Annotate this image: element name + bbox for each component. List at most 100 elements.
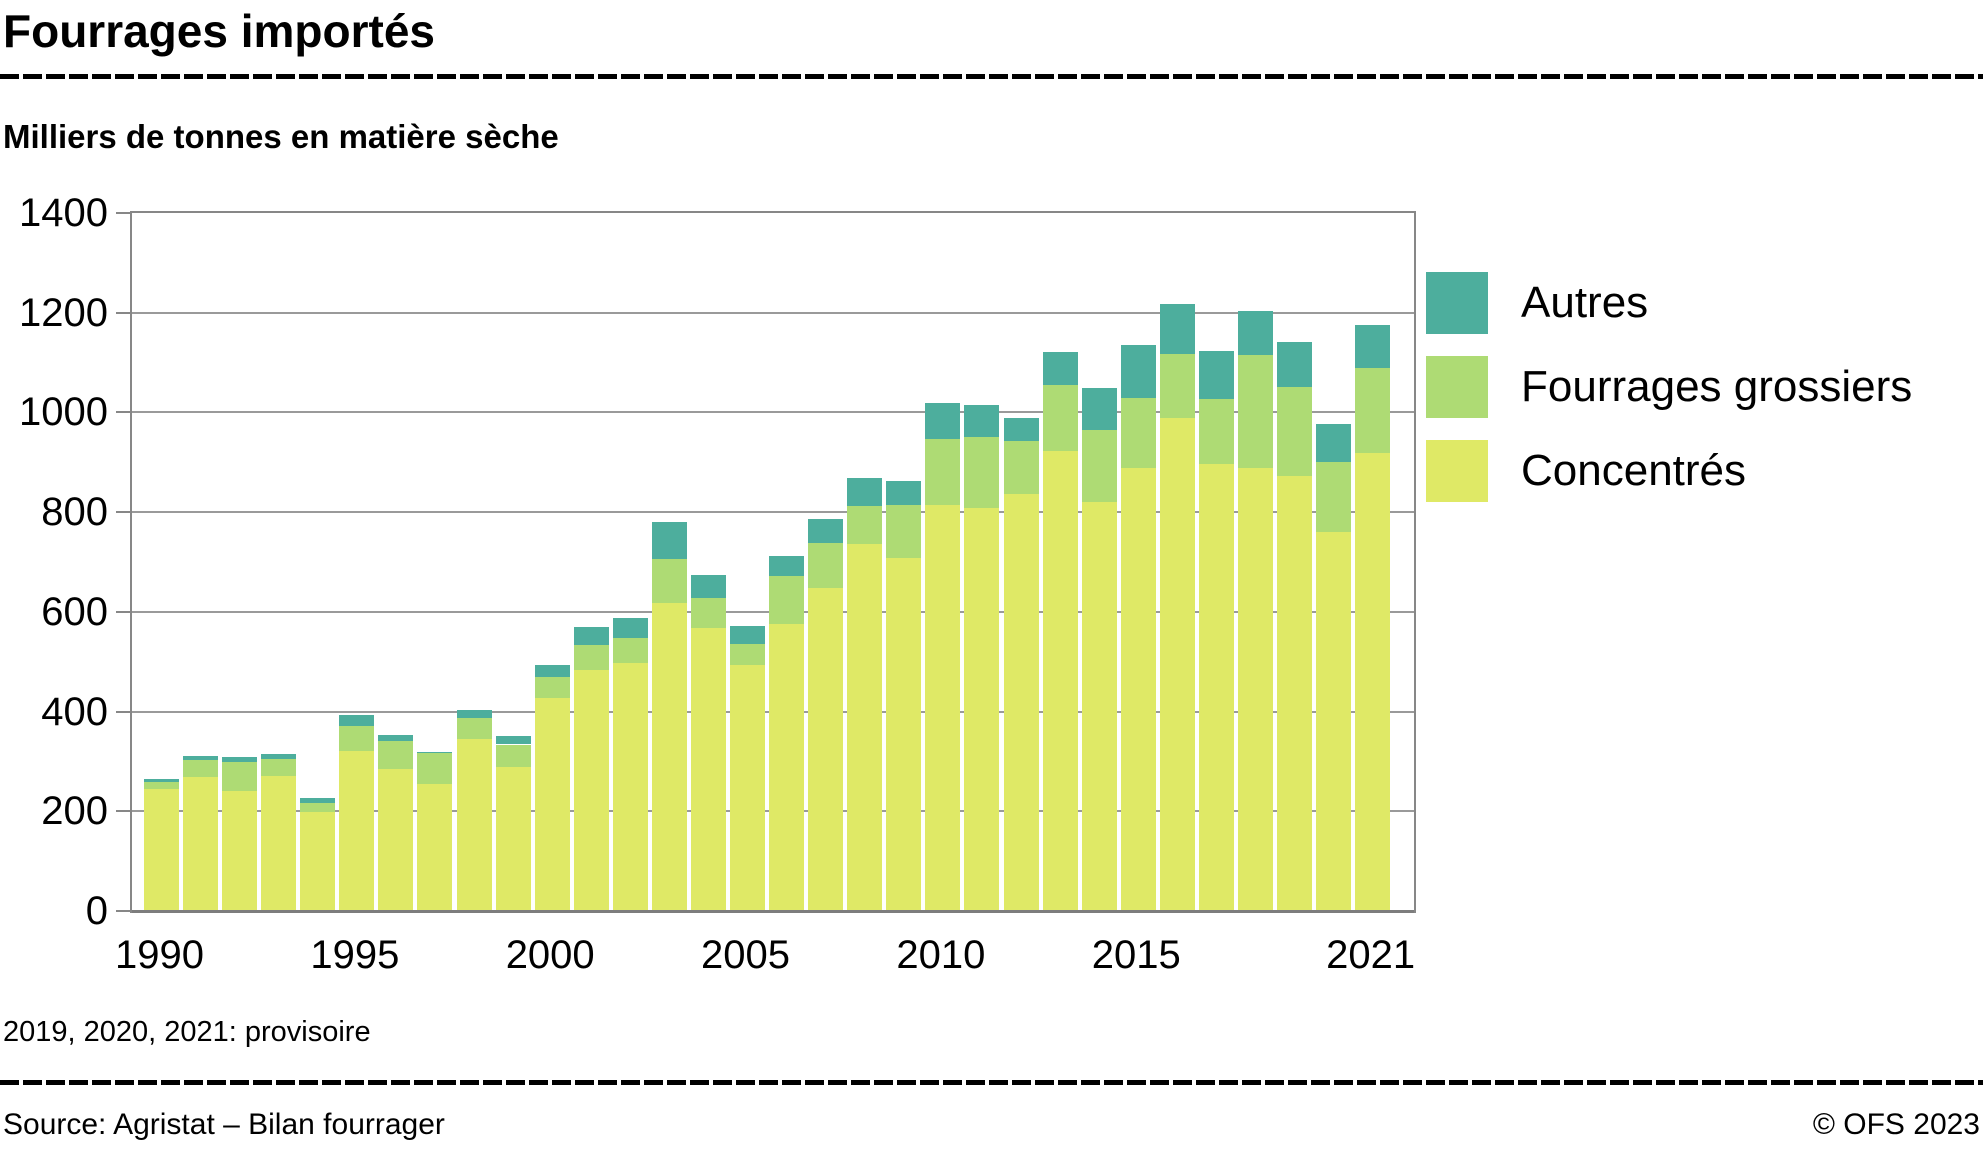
footer-divider-line — [0, 1080, 1983, 1085]
provisional-footnote: 2019, 2020, 2021: provisoire — [3, 1016, 371, 1048]
bar-1992-concentrés — [222, 790, 258, 911]
bar-2020-autres — [1316, 424, 1352, 462]
x-axis-label-2000: 2000 — [505, 933, 595, 977]
bar-1996-autres — [378, 734, 414, 741]
bar-2018-concentrés — [1237, 468, 1273, 911]
bar-2002-concentrés — [612, 663, 648, 911]
bar-2007-fourrages-grossiers — [808, 543, 844, 589]
x-axis-label-2021: 2021 — [1326, 933, 1416, 977]
y-axis-tick — [116, 610, 130, 613]
y-axis-label-1000: 1000 — [19, 390, 108, 435]
bar-2012-autres — [1003, 417, 1039, 441]
bar-2005-fourrages-grossiers — [730, 644, 766, 665]
bar-1993-fourrages-grossiers — [261, 758, 297, 776]
bar-2018-autres — [1237, 310, 1273, 355]
page-title: Fourrages importés — [3, 5, 435, 57]
bar-1992-autres — [222, 757, 258, 763]
bar-2007-concentrés — [808, 588, 844, 911]
bar-2014-fourrages-grossiers — [1081, 430, 1117, 502]
bar-2004-autres — [690, 575, 726, 599]
bar-2009-autres — [886, 480, 922, 505]
bar-2008-autres — [847, 477, 883, 506]
bar-2016-concentrés — [1159, 418, 1195, 911]
gridline-1000 — [132, 411, 1414, 414]
bar-2019-fourrages-grossiers — [1277, 386, 1313, 477]
bar-2010-concentrés — [925, 505, 961, 911]
bar-1996-concentrés — [378, 769, 414, 911]
bar-2017-fourrages-grossiers — [1198, 398, 1234, 464]
bar-1993-autres — [261, 754, 297, 759]
bar-2020-concentrés — [1316, 532, 1352, 911]
source-text: Source: Agristat – Bilan fourrager — [3, 1108, 445, 1141]
bar-1992-fourrages-grossiers — [222, 762, 258, 791]
bar-2017-concentrés — [1198, 463, 1234, 911]
chart-subtitle: Milliers de tonnes en matière sèche — [3, 118, 559, 155]
bar-2012-fourrages-grossiers — [1003, 440, 1039, 495]
bar-2010-fourrages-grossiers — [925, 439, 961, 506]
legend-label: Concentrés — [1521, 446, 1747, 495]
bar-2006-concentrés — [769, 623, 805, 911]
y-axis-tick — [116, 511, 130, 514]
bar-2021-autres — [1355, 325, 1391, 368]
bar-2001-fourrages-grossiers — [573, 644, 609, 670]
footer: Source: Agristat – Bilan fourrager © OFS… — [3, 1108, 1980, 1142]
bar-2011-fourrages-grossiers — [964, 436, 1000, 509]
bar-2008-concentrés — [847, 543, 883, 911]
bar-1995-concentrés — [339, 751, 375, 911]
bar-1995-autres — [339, 715, 375, 726]
bar-2000-autres — [534, 664, 570, 677]
bar-1996-fourrages-grossiers — [378, 740, 414, 770]
legend-label: Autres — [1521, 278, 1649, 327]
x-axis-label-2005: 2005 — [701, 933, 791, 977]
bar-2003-fourrages-grossiers — [651, 559, 687, 604]
y-axis-label-0: 0 — [85, 889, 108, 933]
bar-1991-fourrages-grossiers — [183, 760, 219, 778]
bar-1997-autres — [417, 751, 453, 754]
y-axis-tick — [116, 212, 130, 214]
chart-legend: Autres Fourrages grossiers Concentrés — [1426, 272, 1912, 524]
y-axis-label-1400: 1400 — [19, 191, 108, 235]
bar-1990-fourrages-grossiers — [144, 782, 179, 790]
legend-swatch-icon — [1426, 272, 1488, 334]
bar-2000-fourrages-grossiers — [534, 676, 570, 699]
bar-1990-concentrés — [144, 789, 179, 911]
bar-1993-concentrés — [261, 775, 297, 911]
y-axis-label-1200: 1200 — [19, 290, 108, 335]
bar-2016-autres — [1159, 303, 1195, 354]
x-axis-line — [132, 910, 1414, 913]
y-axis-tick — [116, 311, 130, 314]
bar-1994-autres — [300, 798, 336, 803]
bar-2018-fourrages-grossiers — [1237, 354, 1273, 469]
plot-area — [130, 211, 1416, 913]
title-divider-line — [0, 74, 1983, 79]
x-axis-label-1990: 1990 — [115, 933, 204, 977]
bar-2004-concentrés — [690, 628, 726, 911]
legend-swatch-icon — [1426, 440, 1488, 502]
x-axis-label-2015: 2015 — [1091, 933, 1181, 977]
x-axis-label-2010: 2010 — [896, 933, 986, 977]
bar-2020-fourrages-grossiers — [1316, 461, 1352, 533]
legend-item: Fourrages grossiers — [1426, 356, 1912, 418]
bar-2007-autres — [808, 518, 844, 544]
bar-2013-fourrages-grossiers — [1042, 385, 1078, 452]
bar-1999-fourrages-grossiers — [495, 744, 531, 768]
y-axis-tick — [116, 910, 130, 912]
bar-2005-autres — [730, 625, 766, 645]
legend-item: Autres — [1426, 272, 1912, 334]
y-axis-label-800: 800 — [41, 490, 108, 535]
legend-swatch-icon — [1426, 356, 1488, 418]
copyright-text: © OFS 2023 — [1812, 1108, 1980, 1141]
y-axis-tick — [116, 710, 130, 713]
bar-2006-fourrages-grossiers — [769, 576, 805, 624]
bar-2005-concentrés — [730, 664, 766, 911]
bar-2009-concentrés — [886, 557, 922, 911]
bar-2013-concentrés — [1042, 451, 1078, 911]
bar-2011-autres — [964, 405, 1000, 437]
bar-1997-concentrés — [417, 784, 453, 911]
bar-2010-autres — [925, 403, 961, 440]
y-axis-tick — [116, 810, 130, 813]
bar-2003-concentrés — [651, 603, 687, 911]
bar-2004-fourrages-grossiers — [690, 598, 726, 629]
legend-item: Concentrés — [1426, 440, 1912, 502]
